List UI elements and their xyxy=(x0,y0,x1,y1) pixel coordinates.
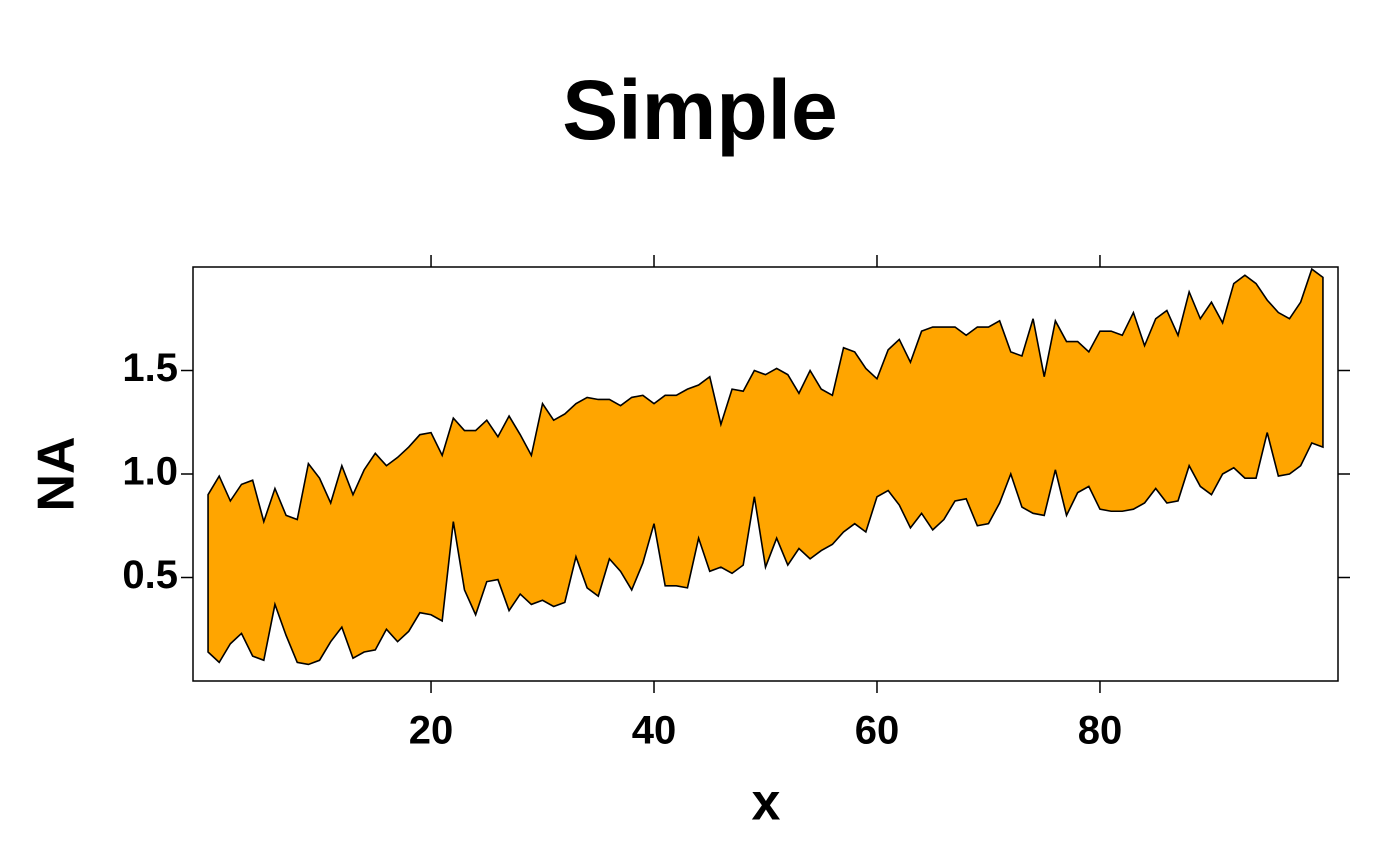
ribbon-area xyxy=(207,267,1324,666)
x-tick-label: 60 xyxy=(855,709,900,753)
chart-title: Simple xyxy=(562,63,837,157)
x-tick-label: 80 xyxy=(1078,709,1123,753)
x-tick-label: 40 xyxy=(632,709,677,753)
x-axis-label: x xyxy=(752,774,781,832)
y-tick-label: 1.0 xyxy=(122,450,178,494)
x-tick-label: 20 xyxy=(409,709,454,753)
y-tick-label: 1.5 xyxy=(122,346,178,390)
plot-area xyxy=(207,267,1324,666)
y-axis-label: NA xyxy=(28,436,86,511)
y-tick-label: 0.5 xyxy=(122,553,178,597)
